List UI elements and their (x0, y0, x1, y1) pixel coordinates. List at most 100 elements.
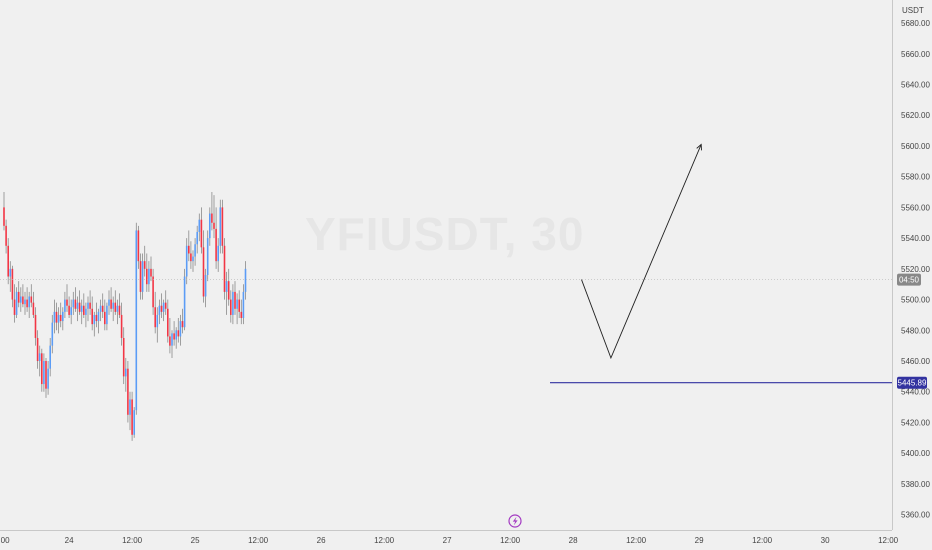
candle-body (26, 299, 28, 308)
x-tick-label: 12:00 (122, 536, 143, 545)
candle-body (110, 299, 112, 309)
candle-body (129, 399, 131, 415)
x-tick-label: 30 (821, 536, 830, 545)
x-tick-label: 12:00 (626, 536, 647, 545)
y-tick-label: 5680.00 (901, 19, 930, 28)
candle-body (116, 305, 119, 312)
y-ticks: 5680.00 5660.00 5640.00 5620.00 5600.00 5580.… (901, 19, 930, 520)
candle-body (219, 207, 222, 246)
candle-body (194, 244, 196, 257)
candle-body (146, 268, 148, 285)
candle-body (34, 314, 37, 338)
candle-body (125, 368, 127, 377)
candle-body (185, 245, 188, 277)
candle-body (20, 296, 22, 303)
x-tick-label: 24 (65, 536, 74, 545)
candle-body (30, 296, 33, 303)
candle-body (49, 345, 51, 369)
candle-body (53, 311, 56, 323)
y-tick-label: 5540.00 (901, 234, 930, 243)
candle-body (112, 302, 114, 309)
candle-body (150, 268, 152, 277)
x-tick-label: 28 (569, 536, 578, 545)
candle-body (97, 311, 100, 322)
candle-body (104, 311, 106, 325)
y-tick-label: 5440.00 (901, 388, 930, 397)
candle-body (57, 314, 60, 323)
y-tick-label: 5620.00 (901, 111, 930, 120)
y-tick-label: 5360.00 (901, 511, 930, 520)
candle-body (85, 308, 87, 315)
candle-body (167, 308, 169, 337)
candles-layer (3, 192, 247, 441)
y-tick-label: 5480.00 (901, 326, 930, 335)
candle-body (38, 353, 41, 362)
candle-body (106, 305, 108, 325)
candle-body (22, 296, 24, 305)
candle-body (204, 274, 207, 297)
y-tick-label: 5500.00 (901, 296, 930, 305)
candle-body (198, 219, 201, 232)
candle-body (188, 245, 190, 254)
candle-body (156, 314, 159, 328)
time-axis-background (0, 530, 932, 550)
x-tick-label: :00 (0, 536, 10, 545)
candle-body (173, 333, 175, 340)
candle-body (164, 302, 167, 309)
candle-body (32, 302, 35, 315)
candle-body (232, 291, 234, 315)
candle-body (181, 321, 184, 328)
candle-body (158, 305, 161, 315)
candle-body (11, 268, 14, 300)
candle-body (215, 228, 217, 262)
candle-body (24, 299, 26, 305)
candle-body (152, 276, 154, 308)
candle-body (51, 322, 54, 346)
candle-body (177, 330, 180, 337)
current-price-badge-text: 04:50 (899, 276, 920, 285)
candle-body (70, 307, 72, 315)
current-price-badge (897, 273, 921, 286)
candle-body (127, 368, 129, 415)
projection-path[interactable] (581, 144, 702, 360)
y-tick-label: 5420.00 (901, 418, 930, 427)
plot-background (0, 0, 892, 530)
candle-body (244, 268, 247, 292)
candle-body (223, 245, 226, 292)
candle-body (7, 245, 9, 277)
candle-body (55, 311, 58, 323)
candle-body (209, 213, 211, 239)
candle-body (137, 230, 140, 262)
y-tick-label: 5380.00 (901, 480, 930, 489)
candle-body (45, 361, 47, 389)
candle-body (91, 308, 93, 325)
candle-body (108, 299, 110, 306)
candle-body (13, 299, 16, 315)
candle-body (99, 305, 102, 312)
candle-body (114, 302, 117, 312)
candle-body (171, 333, 173, 346)
candle-body (200, 219, 203, 248)
candle-body (139, 261, 142, 292)
x-tick-label: 29 (695, 536, 704, 545)
candle-body (15, 291, 18, 315)
candle-body (160, 305, 163, 312)
candle-body (87, 302, 89, 309)
candle-body (68, 305, 70, 315)
lightning-icon[interactable] (508, 514, 522, 528)
candle-body (89, 302, 91, 309)
candle-body (190, 253, 192, 262)
candle-body (95, 314, 98, 322)
candle-body (135, 230, 138, 411)
x-tick-label: 12:00 (374, 536, 395, 545)
candle-body (59, 314, 62, 322)
x-tick-label: 12:00 (878, 536, 899, 545)
candle-body (240, 311, 243, 318)
candle-body (41, 353, 43, 385)
y-axis-label: USDT (902, 6, 924, 15)
candle-body (221, 207, 224, 246)
candle-body (162, 302, 165, 312)
candle-body (141, 261, 144, 292)
